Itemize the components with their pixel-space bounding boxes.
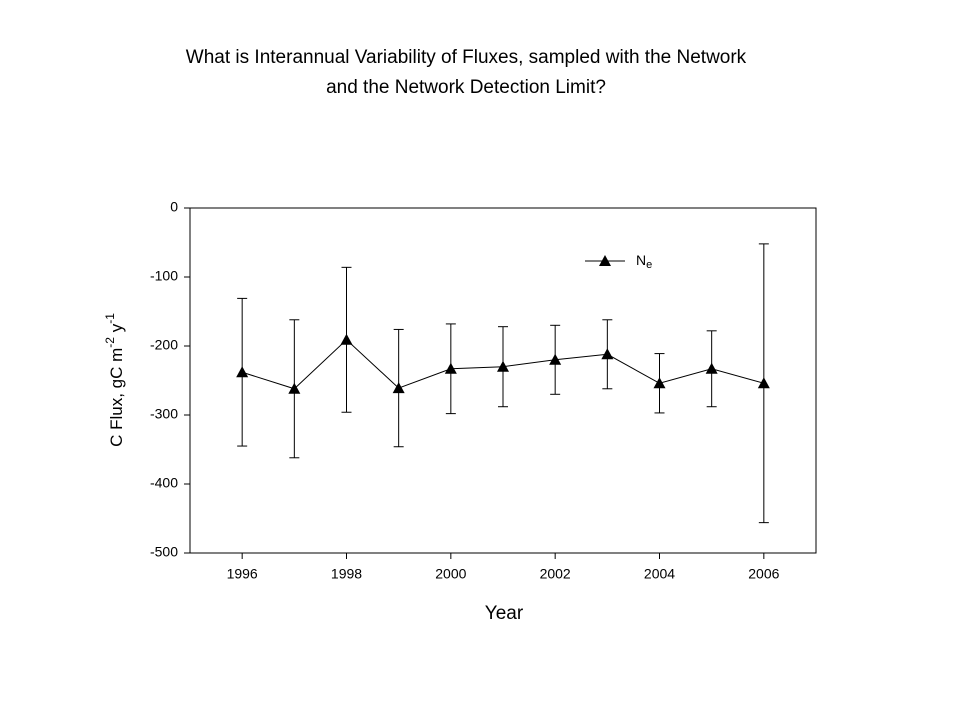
y-tick-label: 0 — [170, 199, 178, 215]
data-point — [288, 382, 301, 394]
y-axis-label-part: C Flux, gC m — [107, 348, 126, 447]
y-tick-label: -400 — [150, 475, 178, 491]
x-tick-label: 2002 — [540, 566, 571, 582]
y-axis-label-sup: -1 — [103, 313, 117, 324]
chart-title: What is Interannual Variability of Fluxe… — [186, 47, 747, 68]
y-axis-label-part: y — [107, 323, 126, 337]
x-tick-label: 1996 — [227, 566, 258, 582]
legend-label: Ne — [636, 252, 652, 271]
legend-label-sub: e — [646, 259, 652, 271]
data-point — [392, 382, 405, 394]
data-point — [653, 377, 666, 389]
x-tick-label: 2006 — [748, 566, 779, 582]
x-axis-label: Year — [485, 603, 524, 624]
x-tick-label: 2004 — [644, 566, 675, 582]
y-axis-label-sup: -2 — [103, 337, 117, 348]
y-tick-label: -100 — [150, 268, 178, 284]
data-point — [444, 362, 457, 374]
data-point — [549, 353, 562, 365]
data-point — [340, 333, 353, 345]
data-point — [236, 366, 249, 378]
x-tick-label: 2000 — [435, 566, 466, 582]
data-point — [705, 362, 718, 374]
legend-label-main: N — [636, 252, 646, 268]
y-tick-label: -500 — [150, 544, 178, 560]
y-tick-label: -300 — [150, 406, 178, 422]
data-point — [497, 360, 509, 372]
data-point — [757, 377, 770, 389]
y-axis-label: C Flux, gC m-2 y-1 — [103, 313, 126, 447]
chart-title: and the Network Detection Limit? — [326, 77, 606, 98]
data-point — [601, 348, 614, 360]
x-tick-label: 1998 — [331, 566, 362, 582]
y-tick-label: -200 — [150, 337, 178, 353]
plot-frame — [189, 207, 817, 554]
legend-marker — [599, 255, 611, 266]
